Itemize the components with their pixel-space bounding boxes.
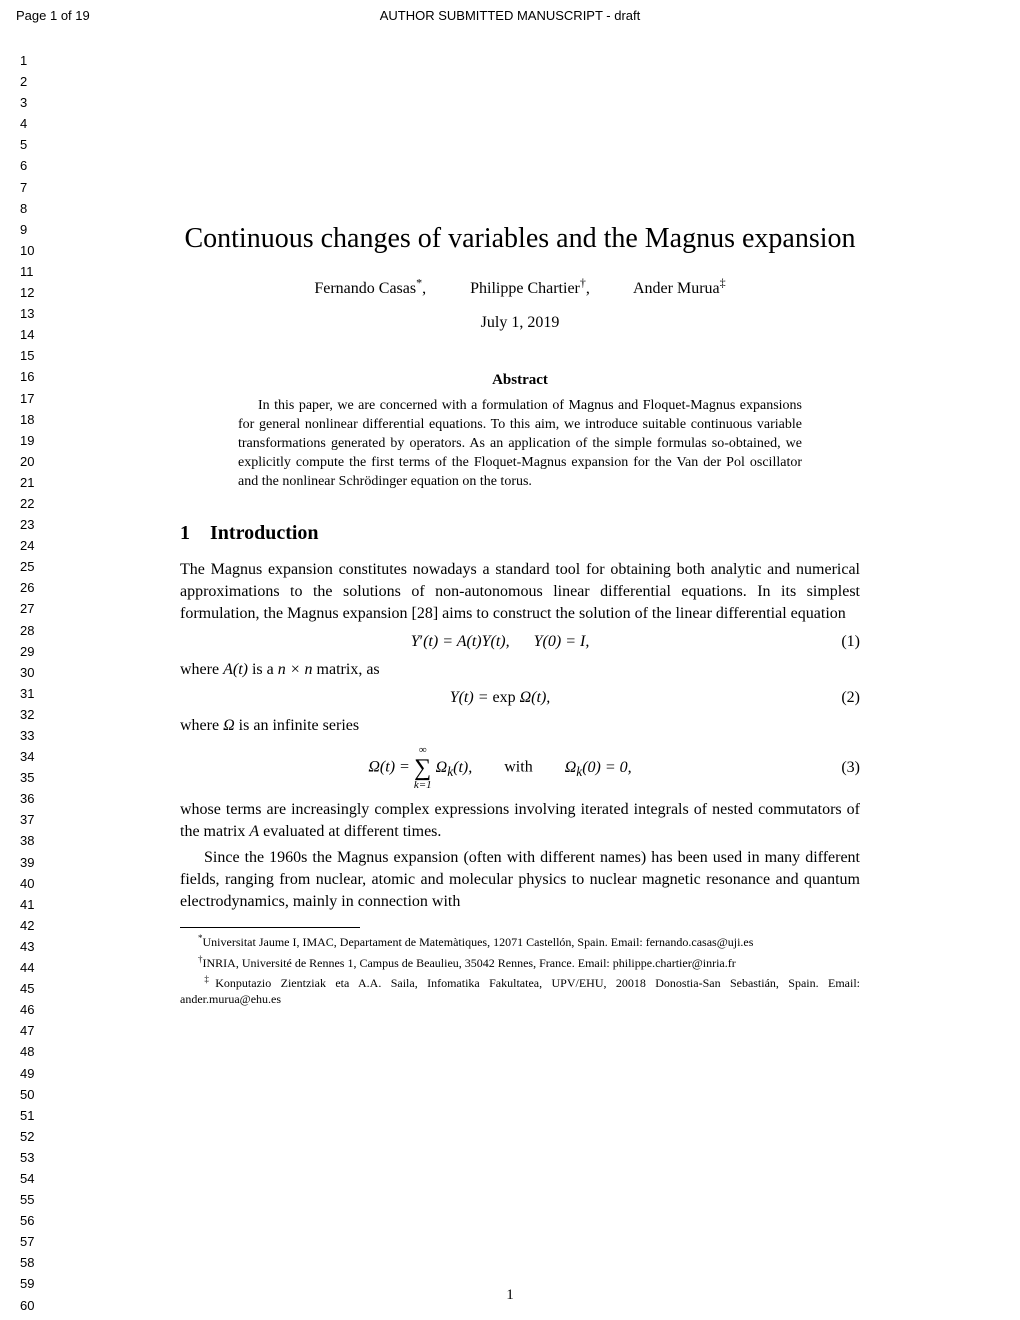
line-number: 18 bbox=[20, 409, 34, 430]
line-number: 48 bbox=[20, 1041, 34, 1062]
footnote: †INRIA, Université de Rennes 1, Campus d… bbox=[180, 953, 860, 971]
line-number: 41 bbox=[20, 894, 34, 915]
line-number: 55 bbox=[20, 1189, 34, 1210]
equation-3: Ω(t) = ∞ ∑ k=1 Ωk(t), with Ωk(0) = 0, (3… bbox=[180, 745, 860, 791]
line-number: 45 bbox=[20, 978, 34, 999]
paragraph: Since the 1960s the Magnus expansion (of… bbox=[180, 847, 860, 913]
line-number: 47 bbox=[20, 1020, 34, 1041]
line-number: 33 bbox=[20, 725, 34, 746]
line-number: 46 bbox=[20, 999, 34, 1020]
line-number: 54 bbox=[20, 1168, 34, 1189]
line-number: 56 bbox=[20, 1210, 34, 1231]
line-number: 39 bbox=[20, 852, 34, 873]
line-number: 16 bbox=[20, 366, 34, 387]
page-number: 1 bbox=[506, 1287, 514, 1304]
line-number: 34 bbox=[20, 746, 34, 767]
line-number: 49 bbox=[20, 1063, 34, 1084]
line-number: 44 bbox=[20, 957, 34, 978]
line-number: 15 bbox=[20, 345, 34, 366]
page-label: Page 1 of 19 bbox=[16, 8, 90, 23]
abstract-text: In this paper, we are concerned with a f… bbox=[238, 397, 802, 491]
line-number: 6 bbox=[20, 155, 34, 176]
line-number: 60 bbox=[20, 1295, 34, 1316]
manuscript-label: AUTHOR SUBMITTED MANUSCRIPT - draft bbox=[380, 8, 641, 23]
line-number: 31 bbox=[20, 683, 34, 704]
line-number: 21 bbox=[20, 472, 34, 493]
line-number: 35 bbox=[20, 767, 34, 788]
page-header: Page 1 of 19 AUTHOR SUBMITTED MANUSCRIPT… bbox=[0, 0, 1020, 31]
line-number: 12 bbox=[20, 282, 34, 303]
line-number: 10 bbox=[20, 240, 34, 261]
line-number: 20 bbox=[20, 451, 34, 472]
line-number: 7 bbox=[20, 177, 34, 198]
author: Ander Murua‡ bbox=[633, 280, 726, 297]
line-number: 3 bbox=[20, 92, 34, 113]
line-number: 19 bbox=[20, 430, 34, 451]
abstract-heading: Abstract bbox=[180, 372, 860, 389]
line-number: 14 bbox=[20, 324, 34, 345]
line-number: 29 bbox=[20, 641, 34, 662]
line-number: 37 bbox=[20, 809, 34, 830]
line-number: 42 bbox=[20, 915, 34, 936]
main-content: Continuous changes of variables and the … bbox=[180, 220, 860, 1009]
line-number: 50 bbox=[20, 1084, 34, 1105]
line-number: 4 bbox=[20, 113, 34, 134]
paragraph: whose terms are increasingly complex exp… bbox=[180, 799, 860, 843]
line-number: 59 bbox=[20, 1273, 34, 1294]
line-number: 13 bbox=[20, 303, 34, 324]
line-number: 26 bbox=[20, 577, 34, 598]
date: July 1, 2019 bbox=[180, 314, 860, 332]
line-number: 43 bbox=[20, 936, 34, 957]
equation-body: Ω(t) = ∞ ∑ k=1 Ωk(t), with Ωk(0) = 0, bbox=[180, 745, 820, 791]
equation-number: (1) bbox=[820, 633, 860, 651]
line-number: 53 bbox=[20, 1147, 34, 1168]
author: Philippe Chartier†, bbox=[470, 280, 590, 297]
line-number: 5 bbox=[20, 134, 34, 155]
line-number: 11 bbox=[20, 261, 34, 282]
author: Fernando Casas*, bbox=[314, 280, 426, 297]
line-number: 23 bbox=[20, 514, 34, 535]
footnote-rule bbox=[180, 927, 360, 928]
line-number: 30 bbox=[20, 662, 34, 683]
line-number: 58 bbox=[20, 1252, 34, 1273]
equation-body: Y(t) = exp Ω(t), bbox=[180, 689, 820, 707]
footnote: *Universitat Jaume I, IMAC, Departament … bbox=[180, 932, 860, 950]
line-number: 9 bbox=[20, 219, 34, 240]
line-number: 27 bbox=[20, 598, 34, 619]
equation-2: Y(t) = exp Ω(t), (2) bbox=[180, 689, 860, 707]
line-number: 57 bbox=[20, 1231, 34, 1252]
line-number: 25 bbox=[20, 556, 34, 577]
section-heading: 1Introduction bbox=[180, 522, 860, 545]
line-number: 32 bbox=[20, 704, 34, 725]
line-number: 1 bbox=[20, 50, 34, 71]
line-numbers: 1234567891011121314151617181920212223242… bbox=[20, 50, 34, 1316]
paragraph: The Magnus expansion constitutes nowaday… bbox=[180, 559, 860, 625]
authors-line: Fernando Casas*, Philippe Chartier†, And… bbox=[180, 276, 860, 298]
line-number: 28 bbox=[20, 620, 34, 641]
paragraph: where Ω is an infinite series bbox=[180, 715, 860, 737]
line-number: 36 bbox=[20, 788, 34, 809]
line-number: 17 bbox=[20, 388, 34, 409]
footnote: ‡Konputazio Zientziak eta A.A. Saila, In… bbox=[180, 973, 860, 1007]
equation-number: (2) bbox=[820, 689, 860, 707]
line-number: 8 bbox=[20, 198, 34, 219]
line-number: 24 bbox=[20, 535, 34, 556]
equation-body: Y′(t) = A(t)Y(t), Y(0) = I, bbox=[180, 633, 820, 651]
section-number: 1 bbox=[180, 522, 210, 545]
line-number: 2 bbox=[20, 71, 34, 92]
section-title: Introduction bbox=[210, 522, 319, 544]
paper-title: Continuous changes of variables and the … bbox=[180, 220, 860, 258]
line-number: 40 bbox=[20, 873, 34, 894]
line-number: 22 bbox=[20, 493, 34, 514]
paragraph: where A(t) is a n × n matrix, as bbox=[180, 659, 860, 681]
line-number: 51 bbox=[20, 1105, 34, 1126]
equation-number: (3) bbox=[820, 759, 860, 777]
equation-1: Y′(t) = A(t)Y(t), Y(0) = I, (1) bbox=[180, 633, 860, 651]
line-number: 52 bbox=[20, 1126, 34, 1147]
line-number: 38 bbox=[20, 830, 34, 851]
